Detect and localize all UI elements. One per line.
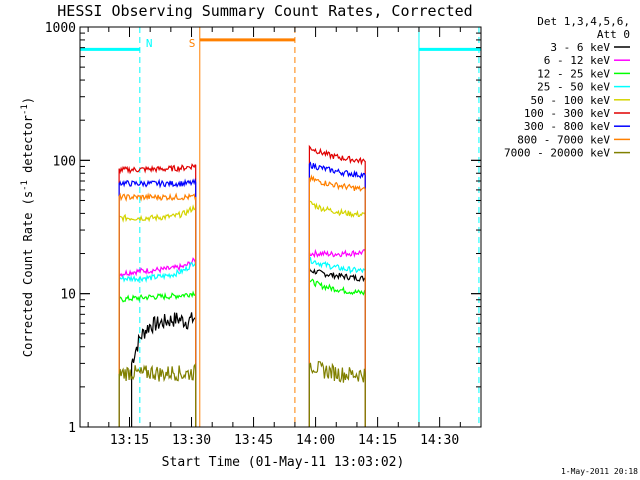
series-segment: [308, 174, 366, 427]
y-axis: 1 10 100 1000: [45, 21, 481, 436]
series-segment: [308, 248, 366, 427]
y-tick-label: 100: [53, 154, 76, 169]
s-marker-label: S: [189, 37, 196, 50]
series-3-6-keV-kev: [131, 268, 366, 427]
chart-title: HESSI Observing Summary Count Rates, Cor…: [57, 2, 472, 20]
y-tick-label: 1: [68, 421, 76, 436]
series-segment: [308, 199, 366, 427]
series-segment: [118, 192, 197, 427]
y-tick-label: 10: [60, 288, 76, 303]
legend-entry-label: 25 - 50 keV: [537, 81, 610, 94]
series-800-7000-keV-kev: [118, 174, 366, 427]
n-marker-label: N: [146, 37, 153, 50]
y-axis-label: Corrected Count Rate (s-1 detector-1): [20, 97, 35, 357]
series-segment: [308, 278, 366, 427]
x-axis-label: Start Time (01-May-11 13:03:02): [162, 455, 405, 470]
legend-entry-label: 50 - 100 keV: [531, 94, 611, 107]
legend-header-line-1: Det 1,3,4,5,6,: [537, 15, 630, 28]
series-segment: [118, 177, 197, 427]
series-segment: [308, 161, 366, 427]
series-50-100-keV-kev: [118, 199, 366, 427]
series-segment: [118, 204, 197, 427]
series-segment: [308, 144, 366, 427]
legend-entry-label: 3 - 6 keV: [550, 41, 610, 54]
x-tick-label: 13:15: [110, 433, 149, 448]
series-6-12-keV-kev: [118, 248, 366, 427]
x-axis: 13:15 13:30 13:45 14:00 14:15 14:30: [87, 27, 482, 448]
series-7000-20000-keV-kev: [118, 360, 366, 427]
legend-entry-label: 300 - 800 keV: [524, 120, 610, 133]
series-segment: [118, 290, 197, 427]
series-300-800-keV-kev: [118, 161, 366, 427]
series-segment: [118, 261, 197, 427]
series-25-50-keV-kev: [118, 257, 366, 427]
series-12-25-keV-kev: [118, 278, 366, 427]
legend-entry-label: 800 - 7000 keV: [517, 133, 610, 146]
series-100-300-keV-kev: [118, 144, 366, 427]
series-segment: [118, 163, 197, 427]
legend-header-line-2: Att 0: [597, 28, 630, 41]
series-segment: [308, 257, 366, 427]
series-segment: [118, 362, 197, 427]
series-segment: [308, 360, 366, 427]
timestamp: 1-May-2011 20:18: [561, 467, 638, 476]
x-tick-label: 14:30: [420, 433, 459, 448]
series-segment: [118, 257, 197, 427]
legend-entry-label: 100 - 300 keV: [524, 107, 610, 120]
legend-entry-label: 6 - 12 keV: [544, 54, 611, 67]
plot-frame: [79, 26, 482, 428]
legend-entry-label: 12 - 25 keV: [537, 67, 610, 80]
x-tick-label: 13:30: [172, 433, 211, 448]
series-segment: [308, 268, 366, 427]
x-tick-label: 14:00: [296, 433, 335, 448]
series-segment: [131, 312, 197, 427]
x-tick-label: 14:15: [358, 433, 397, 448]
y-tick-label: 1000: [45, 21, 76, 36]
legend-entry-label: 7000 - 20000 keV: [504, 147, 610, 160]
x-tick-label: 13:45: [234, 433, 273, 448]
